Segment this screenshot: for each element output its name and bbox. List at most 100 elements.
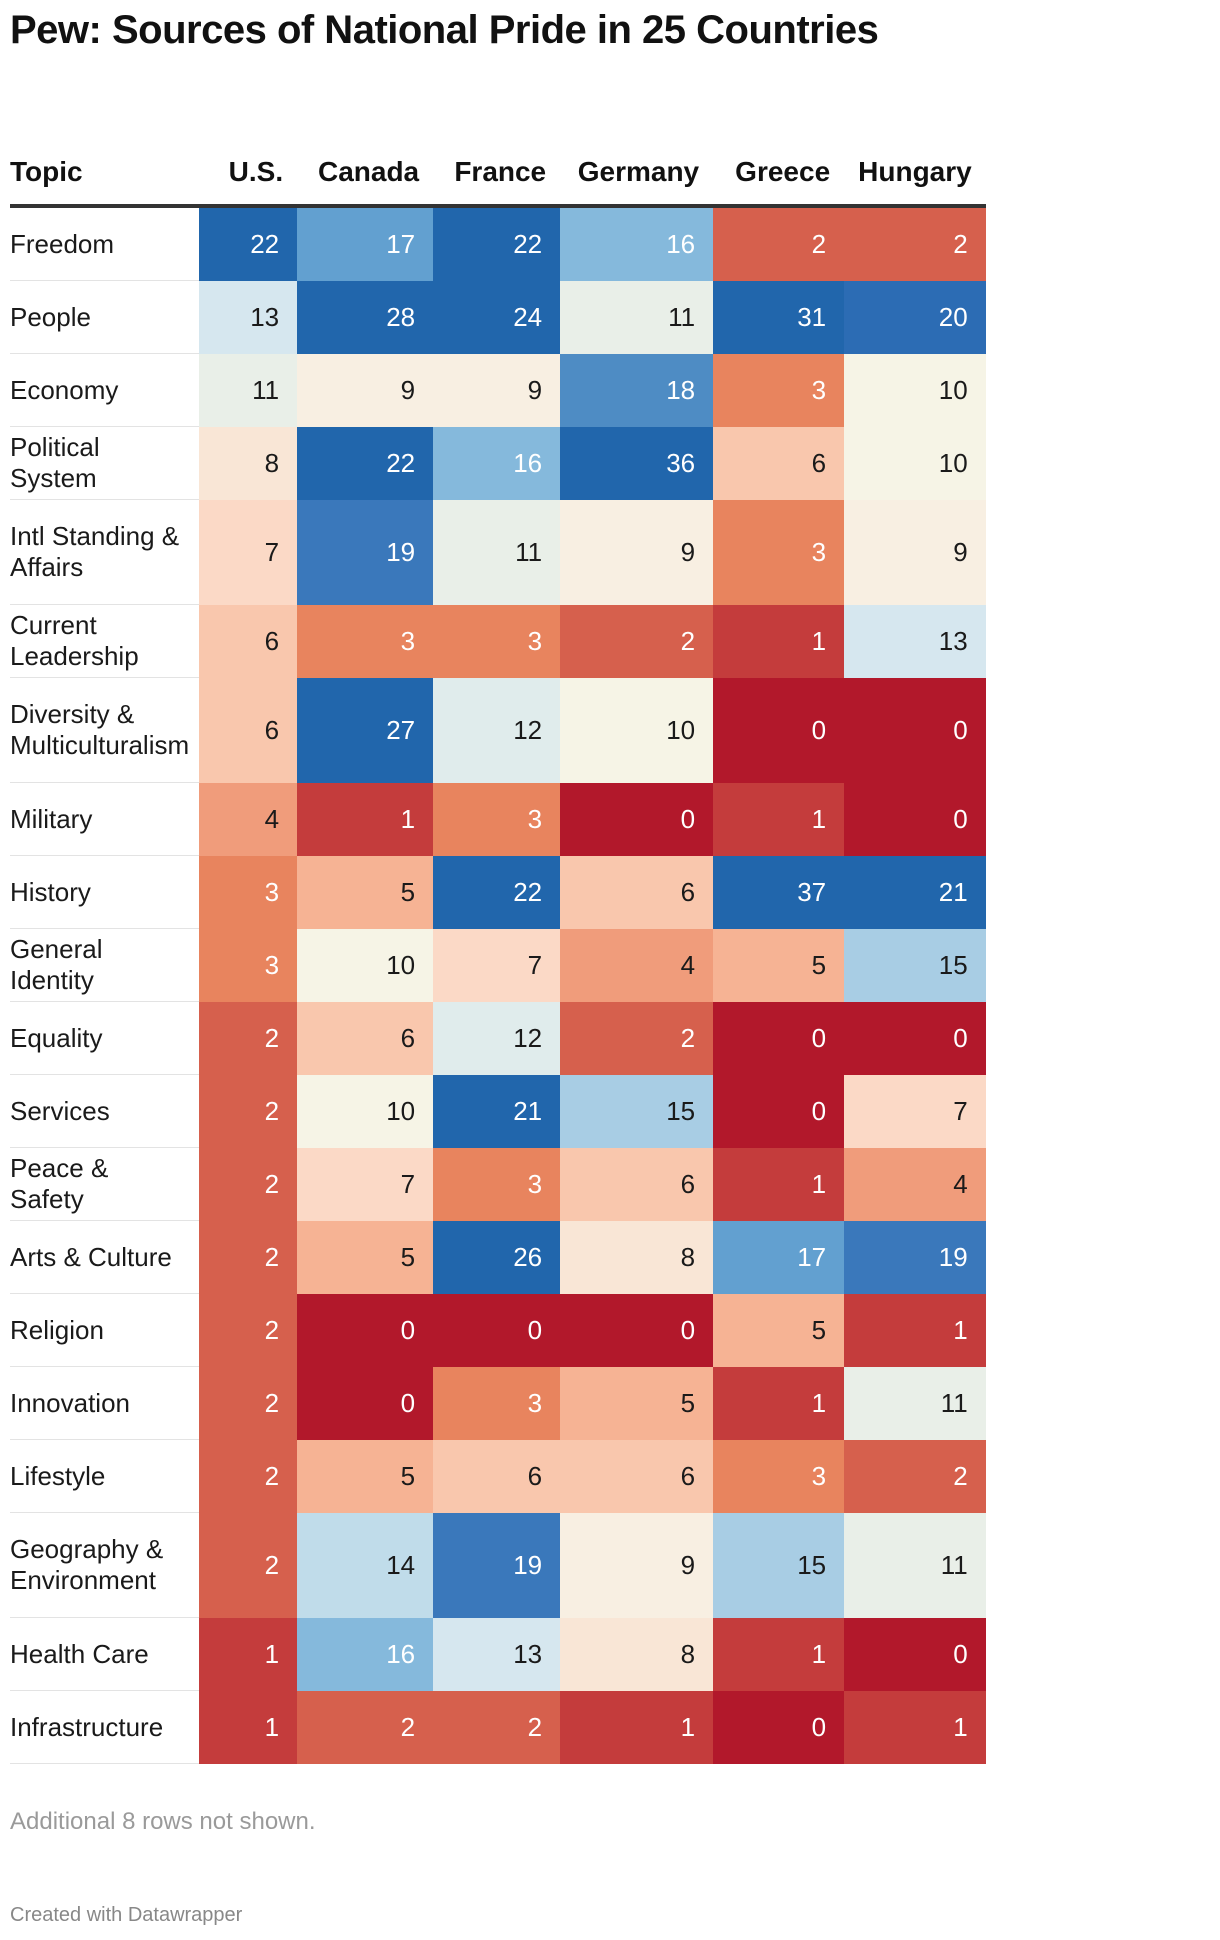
- heat-cell: 3: [713, 499, 845, 605]
- heat-cell: 0: [844, 677, 986, 783]
- heat-cell: 13: [199, 280, 298, 354]
- heat-cell: 11: [199, 353, 298, 427]
- row-label: Services: [10, 1074, 200, 1148]
- heat-cell: 3: [199, 855, 298, 929]
- heat-cell: 6: [560, 1439, 714, 1513]
- header-row: Topic U.S. Canada France Germany Greece Hunga…: [10, 140, 986, 208]
- heat-cell: 5: [297, 1439, 434, 1513]
- table-row: Intl Standing & Affairs 7 19 11 9 3 9: [10, 499, 986, 605]
- credit-line: Created with Datawrapper: [10, 1904, 243, 1926]
- heat-cell: 17: [297, 206, 434, 281]
- heat-cell: 14: [297, 1512, 434, 1618]
- heat-cell: 2: [433, 1690, 561, 1764]
- table-row: Economy 11 9 9 18 3 10: [10, 353, 986, 427]
- heat-cell: 10: [297, 928, 434, 1002]
- heat-cell: 13: [433, 1617, 561, 1691]
- row-label: Diversity & Multiculturalism: [10, 677, 200, 783]
- row-label: Equality: [10, 1001, 200, 1075]
- heat-cell: 0: [297, 1293, 434, 1367]
- heat-cell: 10: [844, 426, 986, 500]
- row-label: Intl Standing & Affairs: [10, 499, 200, 605]
- heat-cell: 11: [844, 1512, 986, 1618]
- heat-cell: 11: [844, 1366, 986, 1440]
- heat-cell: 0: [713, 1074, 845, 1148]
- heat-cell: 2: [844, 1439, 986, 1513]
- heat-cell: 6: [560, 855, 714, 929]
- heat-cell: 8: [560, 1617, 714, 1691]
- heat-cell: 1: [713, 1147, 845, 1221]
- heat-cell: 11: [433, 499, 561, 605]
- table-row: General Identity 3 10 7 4 5 15: [10, 928, 986, 1002]
- table-row: Military 4 1 3 0 1 0: [10, 782, 986, 856]
- heat-cell: 4: [199, 782, 298, 856]
- heat-cell: 22: [433, 206, 561, 281]
- row-label: Military: [10, 782, 200, 856]
- heat-cell: 36: [560, 426, 714, 500]
- heat-cell: 19: [433, 1512, 561, 1618]
- row-label: Infrastructure: [10, 1690, 200, 1764]
- table-row: Political System 8 22 16 36 6 10: [10, 426, 986, 500]
- heat-cell: 9: [433, 353, 561, 427]
- heat-cell: 1: [199, 1617, 298, 1691]
- heat-cell: 3: [713, 353, 845, 427]
- table-row: History 3 5 22 6 37 21: [10, 855, 986, 929]
- table-row: Geography & Environment 2 14 19 9 15 11: [10, 1512, 986, 1618]
- table-row: Current Leadership 6 3 3 2 1 13: [10, 604, 986, 678]
- heat-cell: 1: [713, 1617, 845, 1691]
- heat-cell: 6: [297, 1001, 434, 1075]
- heat-cell: 0: [844, 1001, 986, 1075]
- row-label: Geography & Environment: [10, 1512, 200, 1618]
- heat-cell: 10: [844, 353, 986, 427]
- heat-cell: 5: [297, 855, 434, 929]
- row-label: Political System: [10, 426, 200, 500]
- heat-cell: 2: [297, 1690, 434, 1764]
- table-row: Arts & Culture 2 5 26 8 17 19: [10, 1220, 986, 1294]
- heat-cell: 3: [433, 782, 561, 856]
- heat-cell: 18: [560, 353, 714, 427]
- heat-cell: 12: [433, 1001, 561, 1075]
- heat-cell: 22: [297, 426, 434, 500]
- chart-title: Pew: Sources of National Pride in 25 Cou…: [10, 8, 879, 52]
- heat-cell: 1: [713, 1366, 845, 1440]
- heat-cell: 0: [844, 1617, 986, 1691]
- heat-cell: 10: [297, 1074, 434, 1148]
- row-label: General Identity: [10, 928, 200, 1002]
- heat-cell: 21: [433, 1074, 561, 1148]
- table-row: People 13 28 24 11 31 20: [10, 280, 986, 354]
- heat-cell: 2: [199, 1366, 298, 1440]
- table-row: Services 2 10 21 15 0 7: [10, 1074, 986, 1148]
- heat-cell: 16: [433, 426, 561, 500]
- column-header: Germany: [560, 140, 714, 208]
- column-header: Canada: [297, 140, 434, 208]
- row-label: Arts & Culture: [10, 1220, 200, 1294]
- heatmap-table: Topic U.S. Canada France Germany Greece Hunga…: [10, 140, 986, 1764]
- heat-cell: 0: [713, 677, 845, 783]
- column-header-topic: Topic: [10, 140, 200, 208]
- heat-cell: 15: [560, 1074, 714, 1148]
- table-row: Equality 2 6 12 2 0 0: [10, 1001, 986, 1075]
- table-row: Infrastructure 1 2 2 1 0 1: [10, 1690, 986, 1764]
- heat-cell: 9: [297, 353, 434, 427]
- column-header: Greece: [713, 140, 845, 208]
- heat-cell: 6: [433, 1439, 561, 1513]
- heat-cell: 2: [199, 1220, 298, 1294]
- heat-cell: 37: [713, 855, 845, 929]
- column-header: Hungary: [844, 140, 986, 208]
- heat-cell: 7: [297, 1147, 434, 1221]
- row-label: Freedom: [10, 206, 200, 281]
- heat-cell: 9: [560, 499, 714, 605]
- heat-cell: 0: [433, 1293, 561, 1367]
- row-label: Lifestyle: [10, 1439, 200, 1513]
- heat-cell: 2: [199, 1074, 298, 1148]
- heat-cell: 2: [199, 1512, 298, 1618]
- heat-cell: 26: [433, 1220, 561, 1294]
- table-row: Health Care 1 16 13 8 1 0: [10, 1617, 986, 1691]
- heat-cell: 7: [199, 499, 298, 605]
- heat-cell: 1: [199, 1690, 298, 1764]
- heat-cell: 2: [713, 206, 845, 281]
- row-label: Economy: [10, 353, 200, 427]
- heat-cell: 16: [297, 1617, 434, 1691]
- heat-cell: 19: [844, 1220, 986, 1294]
- table-row: Freedom 22 17 22 16 2 2: [10, 206, 986, 281]
